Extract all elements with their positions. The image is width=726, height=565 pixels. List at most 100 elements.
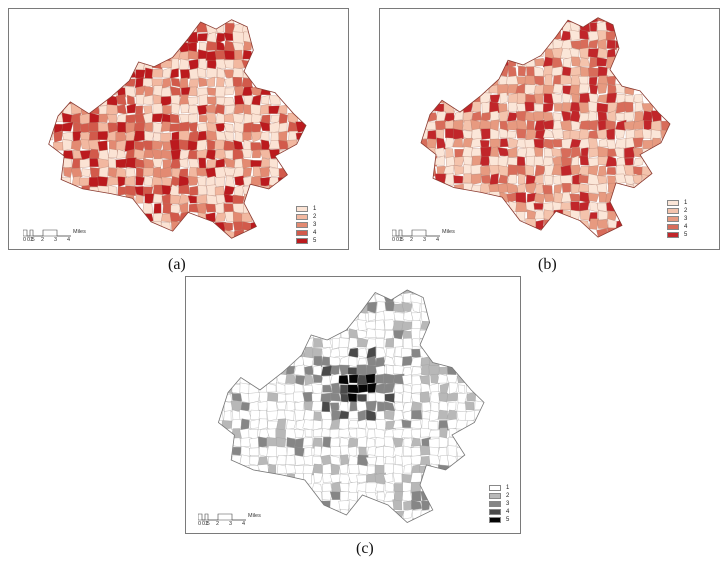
district-polygon [365, 373, 376, 384]
district-polygon [338, 401, 349, 413]
district-polygon [286, 400, 296, 413]
district-polygon [429, 463, 440, 475]
legend-item: 4 [667, 223, 687, 231]
district-polygon [330, 365, 340, 376]
district-polygon [347, 347, 359, 359]
district-polygon [436, 111, 446, 122]
district-polygon [597, 94, 609, 104]
district-polygon [116, 78, 126, 88]
district-polygon [239, 382, 251, 394]
district-polygon [268, 105, 280, 114]
district-polygon [516, 156, 526, 167]
district-polygon [347, 446, 357, 458]
district-polygon [179, 221, 190, 231]
district-polygon [570, 146, 582, 159]
city-boundary [420, 17, 671, 238]
district-polygon [250, 142, 263, 151]
district-polygon [624, 157, 634, 166]
district-polygon [596, 182, 608, 193]
district-polygon [650, 129, 662, 141]
district-polygon [98, 149, 109, 161]
district-polygon [606, 48, 616, 59]
district-polygon [607, 110, 617, 123]
district-polygon [534, 164, 546, 177]
district-polygon [198, 77, 208, 87]
scale-tick-label: 4 [67, 237, 71, 243]
district-polygon [411, 384, 423, 394]
district-polygon [506, 174, 518, 185]
district-polygon [187, 104, 199, 115]
district-polygon [321, 328, 332, 339]
district-polygon [422, 410, 431, 420]
district-polygon [205, 113, 217, 124]
district-polygon [117, 176, 126, 188]
district-polygon [393, 483, 404, 492]
district-polygon [162, 105, 172, 115]
district-polygon [588, 192, 600, 202]
district-polygon [411, 348, 422, 358]
district-polygon [303, 337, 314, 348]
legend-swatch [296, 222, 308, 228]
legend-label: 1 [506, 485, 510, 491]
district-polygon [278, 122, 288, 133]
district-polygon [438, 436, 449, 448]
district-polygon [438, 366, 449, 375]
district-polygon [302, 437, 313, 447]
district-polygon [304, 373, 314, 386]
district-polygon [597, 47, 608, 59]
district-polygon [338, 428, 350, 438]
district-polygon [188, 122, 198, 133]
district-polygon [506, 75, 519, 85]
district-polygon [579, 29, 590, 40]
district-polygon [402, 391, 412, 403]
district-polygon [179, 158, 189, 169]
district-polygon [374, 472, 386, 485]
district-polygon [142, 167, 155, 177]
district-polygon [634, 101, 644, 113]
district-polygon [179, 149, 191, 161]
district-polygon [215, 176, 225, 187]
district-polygon [329, 356, 341, 367]
district-polygon [421, 500, 431, 512]
district-polygon [365, 409, 377, 421]
district-polygon [322, 473, 332, 483]
district-polygon [437, 373, 448, 384]
district-polygon [285, 455, 296, 466]
district-polygon [243, 41, 253, 51]
district-polygon [401, 321, 413, 332]
district-polygon [563, 57, 572, 68]
district-polygon [471, 148, 483, 157]
district-polygon [526, 120, 535, 132]
district-polygon [596, 175, 608, 184]
district-polygon [642, 128, 652, 139]
district-polygon [439, 427, 448, 439]
district-polygon [231, 393, 242, 402]
district-polygon [286, 365, 296, 375]
district-polygon [232, 31, 245, 44]
district-polygon [616, 47, 626, 58]
district-polygon [543, 93, 554, 105]
legend-b: 1 2 3 4 5 [667, 199, 687, 239]
district-polygon [321, 428, 332, 438]
district-polygon [188, 158, 200, 170]
district-polygon [524, 75, 536, 86]
district-polygon [552, 209, 564, 222]
district-polygon [410, 428, 422, 440]
choropleth-map-c [217, 289, 485, 523]
legend-c: 1 2 3 4 5 [489, 484, 509, 524]
district-polygon [507, 164, 518, 177]
district-polygon [633, 183, 644, 194]
district-polygon [376, 491, 386, 501]
district-polygon [81, 168, 92, 177]
district-polygon [161, 87, 172, 98]
district-polygon [276, 418, 287, 431]
legend-swatch [489, 501, 501, 507]
district-polygon [243, 229, 252, 239]
city-boundary [217, 289, 485, 523]
district-polygon [570, 66, 581, 76]
district-polygon [357, 436, 367, 449]
district-polygon [533, 111, 546, 122]
district-polygon [215, 202, 225, 215]
district-polygon [428, 429, 441, 438]
